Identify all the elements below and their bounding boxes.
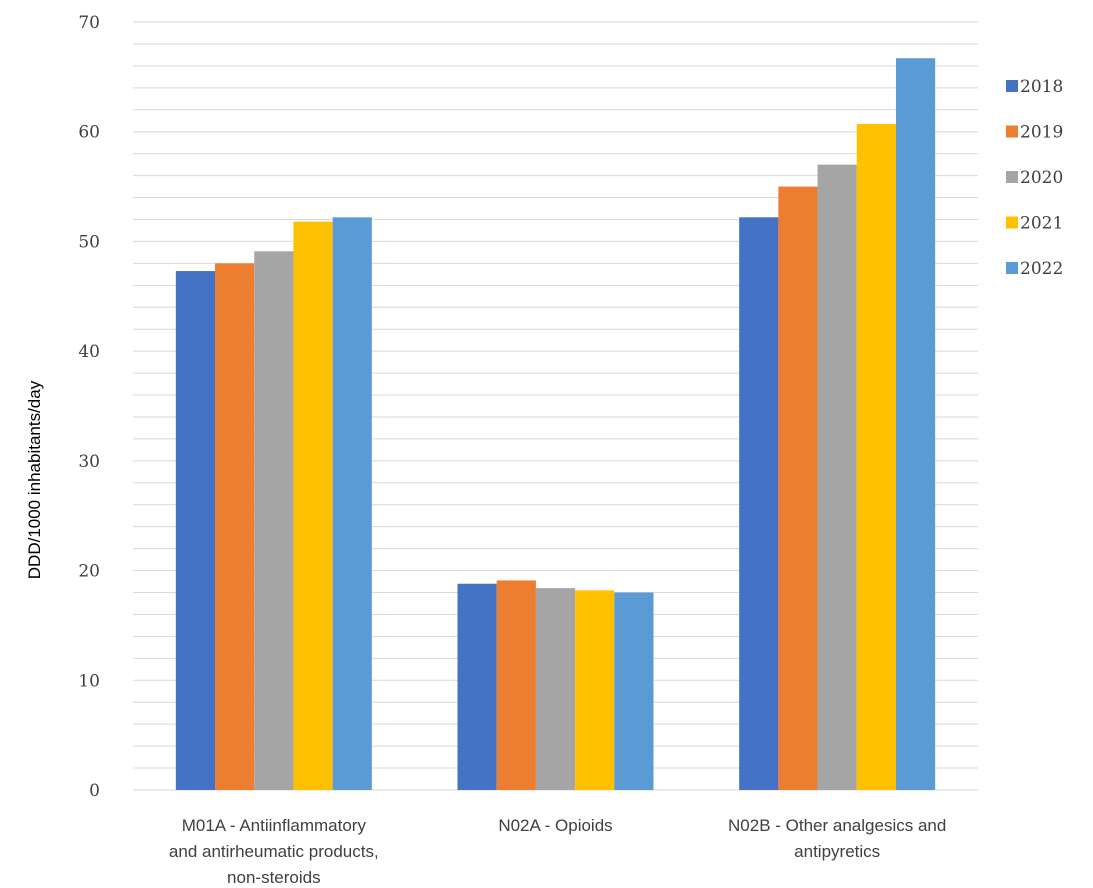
y-axis-label: DDD/1000 inhabitants/day <box>25 380 44 579</box>
bar-2021-2 <box>575 590 615 790</box>
bars <box>175 58 936 791</box>
bar-2022-2 <box>614 592 654 790</box>
bar-2021-3 <box>856 124 896 790</box>
y-tick-label: 40 <box>78 342 100 362</box>
bar-2020-1 <box>254 251 294 790</box>
bar-2019-2 <box>496 580 536 790</box>
legend-label-2021: 2021 <box>1020 214 1063 234</box>
bar-2020-2 <box>535 588 576 790</box>
x-category-label: N02A - Opioids <box>498 816 612 835</box>
legend-label-2019: 2019 <box>1020 123 1063 143</box>
x-category-label: N02B - Other analgesics and antipyretics <box>728 816 946 861</box>
bar-2018-2 <box>457 583 497 790</box>
y-tick-label: 60 <box>78 123 100 143</box>
legend-label-2018: 2018 <box>1020 77 1063 97</box>
y-tick-label: 0 <box>89 781 100 801</box>
bar-2022-1 <box>332 217 372 790</box>
bar-2021-1 <box>293 221 333 790</box>
bar-2020-3 <box>817 164 857 791</box>
x-axis-categories: M01A - Antiinflammatory and antirheumatic… <box>169 816 946 887</box>
bar-2019-1 <box>215 263 255 790</box>
bar-2018-3 <box>739 217 779 790</box>
legend-swatch-2018 <box>1006 80 1018 92</box>
legend-swatch-2020 <box>1006 171 1018 183</box>
bar-2018-1 <box>175 271 216 791</box>
x-category-label: M01A - Antiinflammatory and antirheumatic… <box>169 816 379 887</box>
legend-swatch-2019 <box>1006 125 1018 138</box>
legend-label-2020: 2020 <box>1020 168 1063 188</box>
y-tick-label: 30 <box>78 452 100 472</box>
y-tick-label: 10 <box>78 671 100 691</box>
y-tick-label: 50 <box>78 232 100 252</box>
legend-label-2022: 2022 <box>1020 259 1063 279</box>
legend-swatch-2022 <box>1006 262 1018 274</box>
y-tick-label: 70 <box>78 13 100 33</box>
y-axis-ticks: 0 10 20 30 40 50 60 70 <box>78 13 100 801</box>
legend-swatch-2021 <box>1006 216 1018 229</box>
legend: 2018 2019 2020 2021 2022 <box>1006 77 1063 279</box>
bar-2019-3 <box>778 186 818 791</box>
y-tick-label: 20 <box>78 562 100 582</box>
bar-2022-3 <box>895 58 936 791</box>
